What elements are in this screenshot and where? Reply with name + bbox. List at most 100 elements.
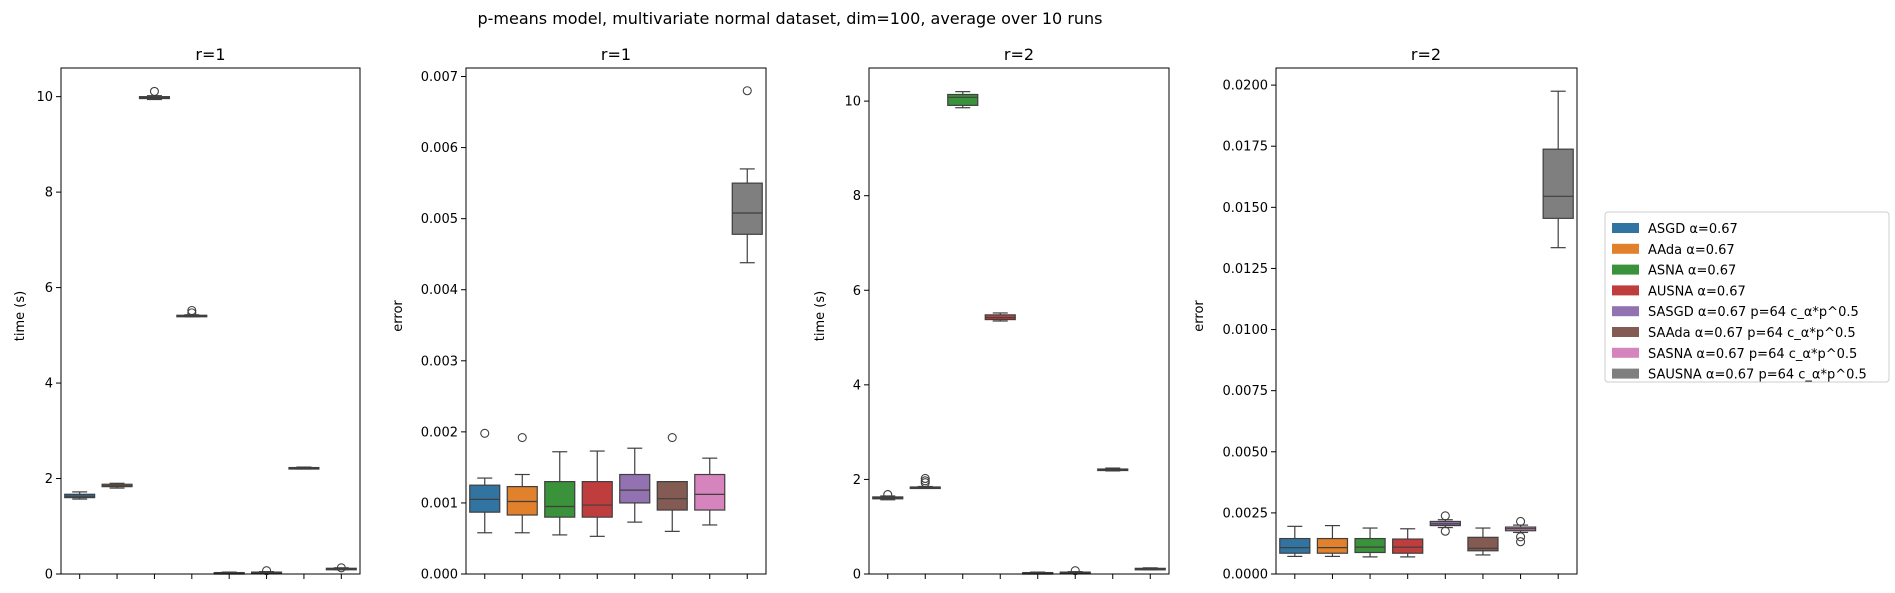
box-7 [288, 466, 320, 579]
box-5 [213, 571, 245, 579]
outlier-point [1516, 532, 1526, 542]
outlier-point [920, 476, 930, 486]
y-tick-label: 4 [45, 377, 53, 392]
y-tick-label: 0.005 [421, 212, 458, 227]
legend-label: SASGD α=0.67 p=64 c_α*p^0.5 [1648, 305, 1859, 320]
y-axis-label: error [1192, 300, 1207, 332]
box-2 [1316, 524, 1349, 579]
box-6 [1467, 527, 1499, 579]
panel-4: r=2 error 0.0000 0.0025 0.0050 0.0075 0.0100… [1192, 45, 1578, 583]
y-tick-label: 0.004 [421, 283, 458, 298]
box-5 [1429, 511, 1461, 579]
outlier-point [187, 305, 197, 316]
boxes [64, 86, 357, 579]
y-tick-label: 0 [853, 568, 861, 583]
box-body [1316, 537, 1349, 554]
legend-label: AUSNA α=0.67 [1648, 284, 1746, 299]
y-ticks: 0 2 4 6 8 10 [36, 90, 61, 583]
box-8 [731, 86, 763, 579]
legend-swatch [1612, 264, 1639, 275]
outlier-point [1440, 511, 1450, 521]
outlier-point [187, 308, 197, 318]
box-3 [947, 91, 979, 579]
box-body [544, 481, 576, 518]
legend-items: ASGD α=0.67 AAda α=0.67 ASNA α=0.67 AUSNA α… [1612, 222, 1867, 383]
panel-3: r=2 time (s) 0 2 4 6 8 10 [813, 45, 1170, 583]
box-4 [984, 312, 1016, 579]
boxes [469, 86, 763, 579]
box-body [1279, 537, 1311, 554]
outlier-point [1440, 526, 1450, 536]
legend-label: AAda α=0.67 [1648, 243, 1735, 258]
box-1 [1279, 525, 1311, 579]
box-5 [619, 447, 651, 579]
y-tick-label: 10 [844, 95, 861, 110]
outlier-point [517, 433, 527, 443]
outlier-point [480, 428, 490, 438]
y-tick-label: 0.0200 [1223, 79, 1269, 94]
legend-label: ASGD α=0.67 [1648, 222, 1738, 237]
outlier-point [667, 433, 677, 443]
plot-frame [60, 67, 361, 575]
figure-title: p-means model, multivariate normal datas… [477, 9, 1102, 28]
y-tick-label: 2 [853, 473, 861, 488]
outlier-point [1516, 537, 1526, 547]
legend-swatch [1612, 306, 1639, 317]
box-body [469, 484, 501, 513]
y-ticks: 0.000 0.001 0.002 0.003 0.004 0.005 0.006 0.007 [421, 70, 466, 583]
box-4 [1392, 528, 1424, 579]
box-8 [1542, 90, 1574, 579]
outlier-point [1070, 566, 1080, 576]
box-6 [251, 566, 283, 579]
outlier-point [1516, 516, 1526, 526]
box-6 [656, 433, 688, 579]
box-3 [1354, 527, 1386, 579]
box-6 [1059, 566, 1091, 579]
y-ticks: 0.0000 0.0025 0.0050 0.0075 0.0100 0.0125 0.01… [1223, 79, 1276, 583]
y-axis-label: time (s) [813, 291, 828, 341]
y-tick-label: 0 [45, 568, 53, 583]
outlier-point [336, 563, 346, 573]
y-tick-label: 0.000 [421, 568, 458, 583]
panel-1: r=1 time (s) 0 2 4 6 8 10 [13, 45, 361, 583]
y-tick-label: 0.006 [421, 141, 458, 156]
y-tick-label: 8 [853, 189, 861, 204]
box-2 [506, 433, 538, 579]
legend-frame [1604, 211, 1890, 383]
outlier-point [883, 490, 893, 500]
box-8 [1134, 567, 1166, 579]
boxes [872, 91, 1166, 579]
y-tick-label: 0.0050 [1223, 445, 1269, 460]
box-7 [694, 457, 726, 579]
y-axis-label: time (s) [13, 291, 28, 341]
y-tick-label: 0.0125 [1223, 262, 1269, 277]
box-body [656, 481, 688, 511]
legend-label: SAAda α=0.67 p=64 c_α*p^0.5 [1648, 326, 1856, 341]
box-body [581, 481, 613, 518]
legend-swatch [1612, 285, 1639, 296]
y-tick-label: 0.0100 [1223, 323, 1269, 338]
panel-title: r=1 [195, 45, 225, 64]
legend-label: ASNA α=0.67 [1648, 264, 1736, 279]
box-5 [1022, 571, 1054, 579]
box-3 [138, 86, 170, 579]
plot-frame [868, 67, 1170, 575]
box-body [731, 182, 763, 235]
panel-title: r=1 [601, 45, 631, 64]
box-3 [544, 451, 576, 579]
y-axis-label: error [391, 300, 406, 332]
y-tick-label: 6 [45, 281, 53, 296]
legend-swatch [1612, 327, 1639, 337]
legend-label: SASNA α=0.67 p=64 c_α*p^0.5 [1648, 347, 1857, 362]
y-tick-label: 2 [45, 472, 53, 487]
legend-swatch [1612, 347, 1639, 358]
panel-2: r=1 error 0.000 0.001 0.002 0.003 0.004 0.005… [391, 45, 767, 583]
box-1 [872, 490, 904, 579]
box-body [506, 485, 538, 516]
box-4 [581, 450, 613, 579]
y-tick-label: 0.0075 [1223, 384, 1269, 399]
box-1 [469, 428, 501, 579]
outlier-point [262, 566, 272, 576]
legend-swatch [1612, 243, 1639, 254]
